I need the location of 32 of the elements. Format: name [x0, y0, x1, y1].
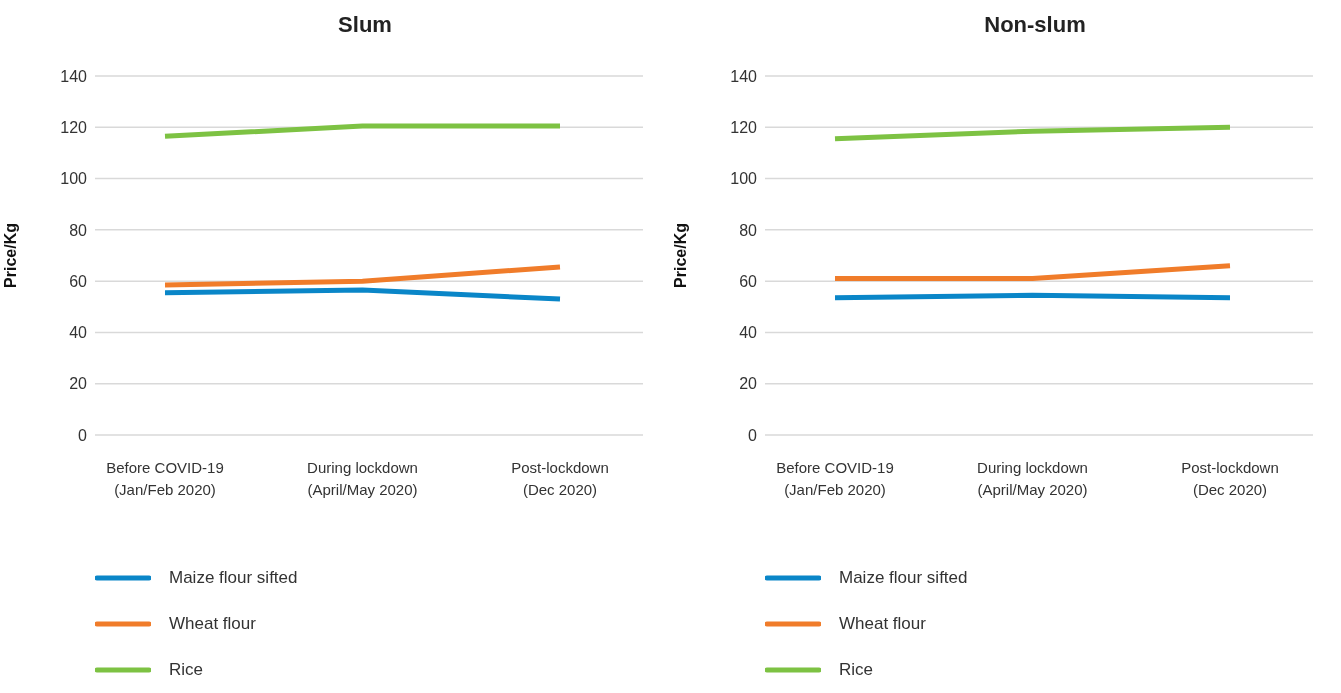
y-tick-label: 40	[739, 324, 758, 342]
legend-label: Rice	[169, 660, 204, 680]
y-tick-label: 0	[78, 426, 88, 444]
x-tick-label: Before COVID-19 (Jan/Feb 2020)	[776, 459, 894, 498]
chart-title: Slum	[337, 12, 393, 38]
y-axis-title: Price/Kg	[1, 223, 19, 288]
y-tick-label: 0	[748, 426, 758, 444]
y-tick-label: 80	[739, 221, 758, 239]
y-tick-label: 40	[69, 324, 88, 342]
y-tick-label: 60	[739, 272, 758, 290]
x-tick-label: Post-lockdown (Dec 2020)	[511, 459, 609, 498]
x-tick-label: Post-lockdown (Dec 2020)	[1181, 459, 1279, 498]
x-tick-label: During lockdown (April/May 2020)	[977, 459, 1088, 498]
legend-label: Maize flour sifted	[839, 568, 968, 588]
y-tick-label: 120	[60, 118, 88, 136]
legend-label: Maize flour sifted	[169, 568, 298, 588]
y-tick-label: 20	[69, 375, 88, 393]
legend-label: Rice	[839, 660, 874, 680]
legend-label: Wheat flour	[839, 614, 926, 634]
y-tick-label: 80	[69, 221, 88, 239]
y-tick-label: 60	[69, 272, 88, 290]
x-tick-label: Before COVID-19 (Jan/Feb 2020)	[106, 459, 224, 498]
chart-title: Non-slum	[983, 12, 1087, 38]
x-tick-label: During lockdown (April/May 2020)	[307, 459, 418, 498]
y-tick-label: 140	[730, 67, 758, 85]
y-tick-label: 120	[730, 118, 758, 136]
legend-label: Wheat flour	[169, 614, 256, 634]
y-tick-label: 100	[60, 170, 88, 188]
y-tick-label: 100	[730, 170, 758, 188]
y-tick-label: 20	[739, 375, 758, 393]
y-axis-title: Price/Kg	[671, 223, 689, 288]
y-tick-label: 140	[60, 67, 88, 85]
